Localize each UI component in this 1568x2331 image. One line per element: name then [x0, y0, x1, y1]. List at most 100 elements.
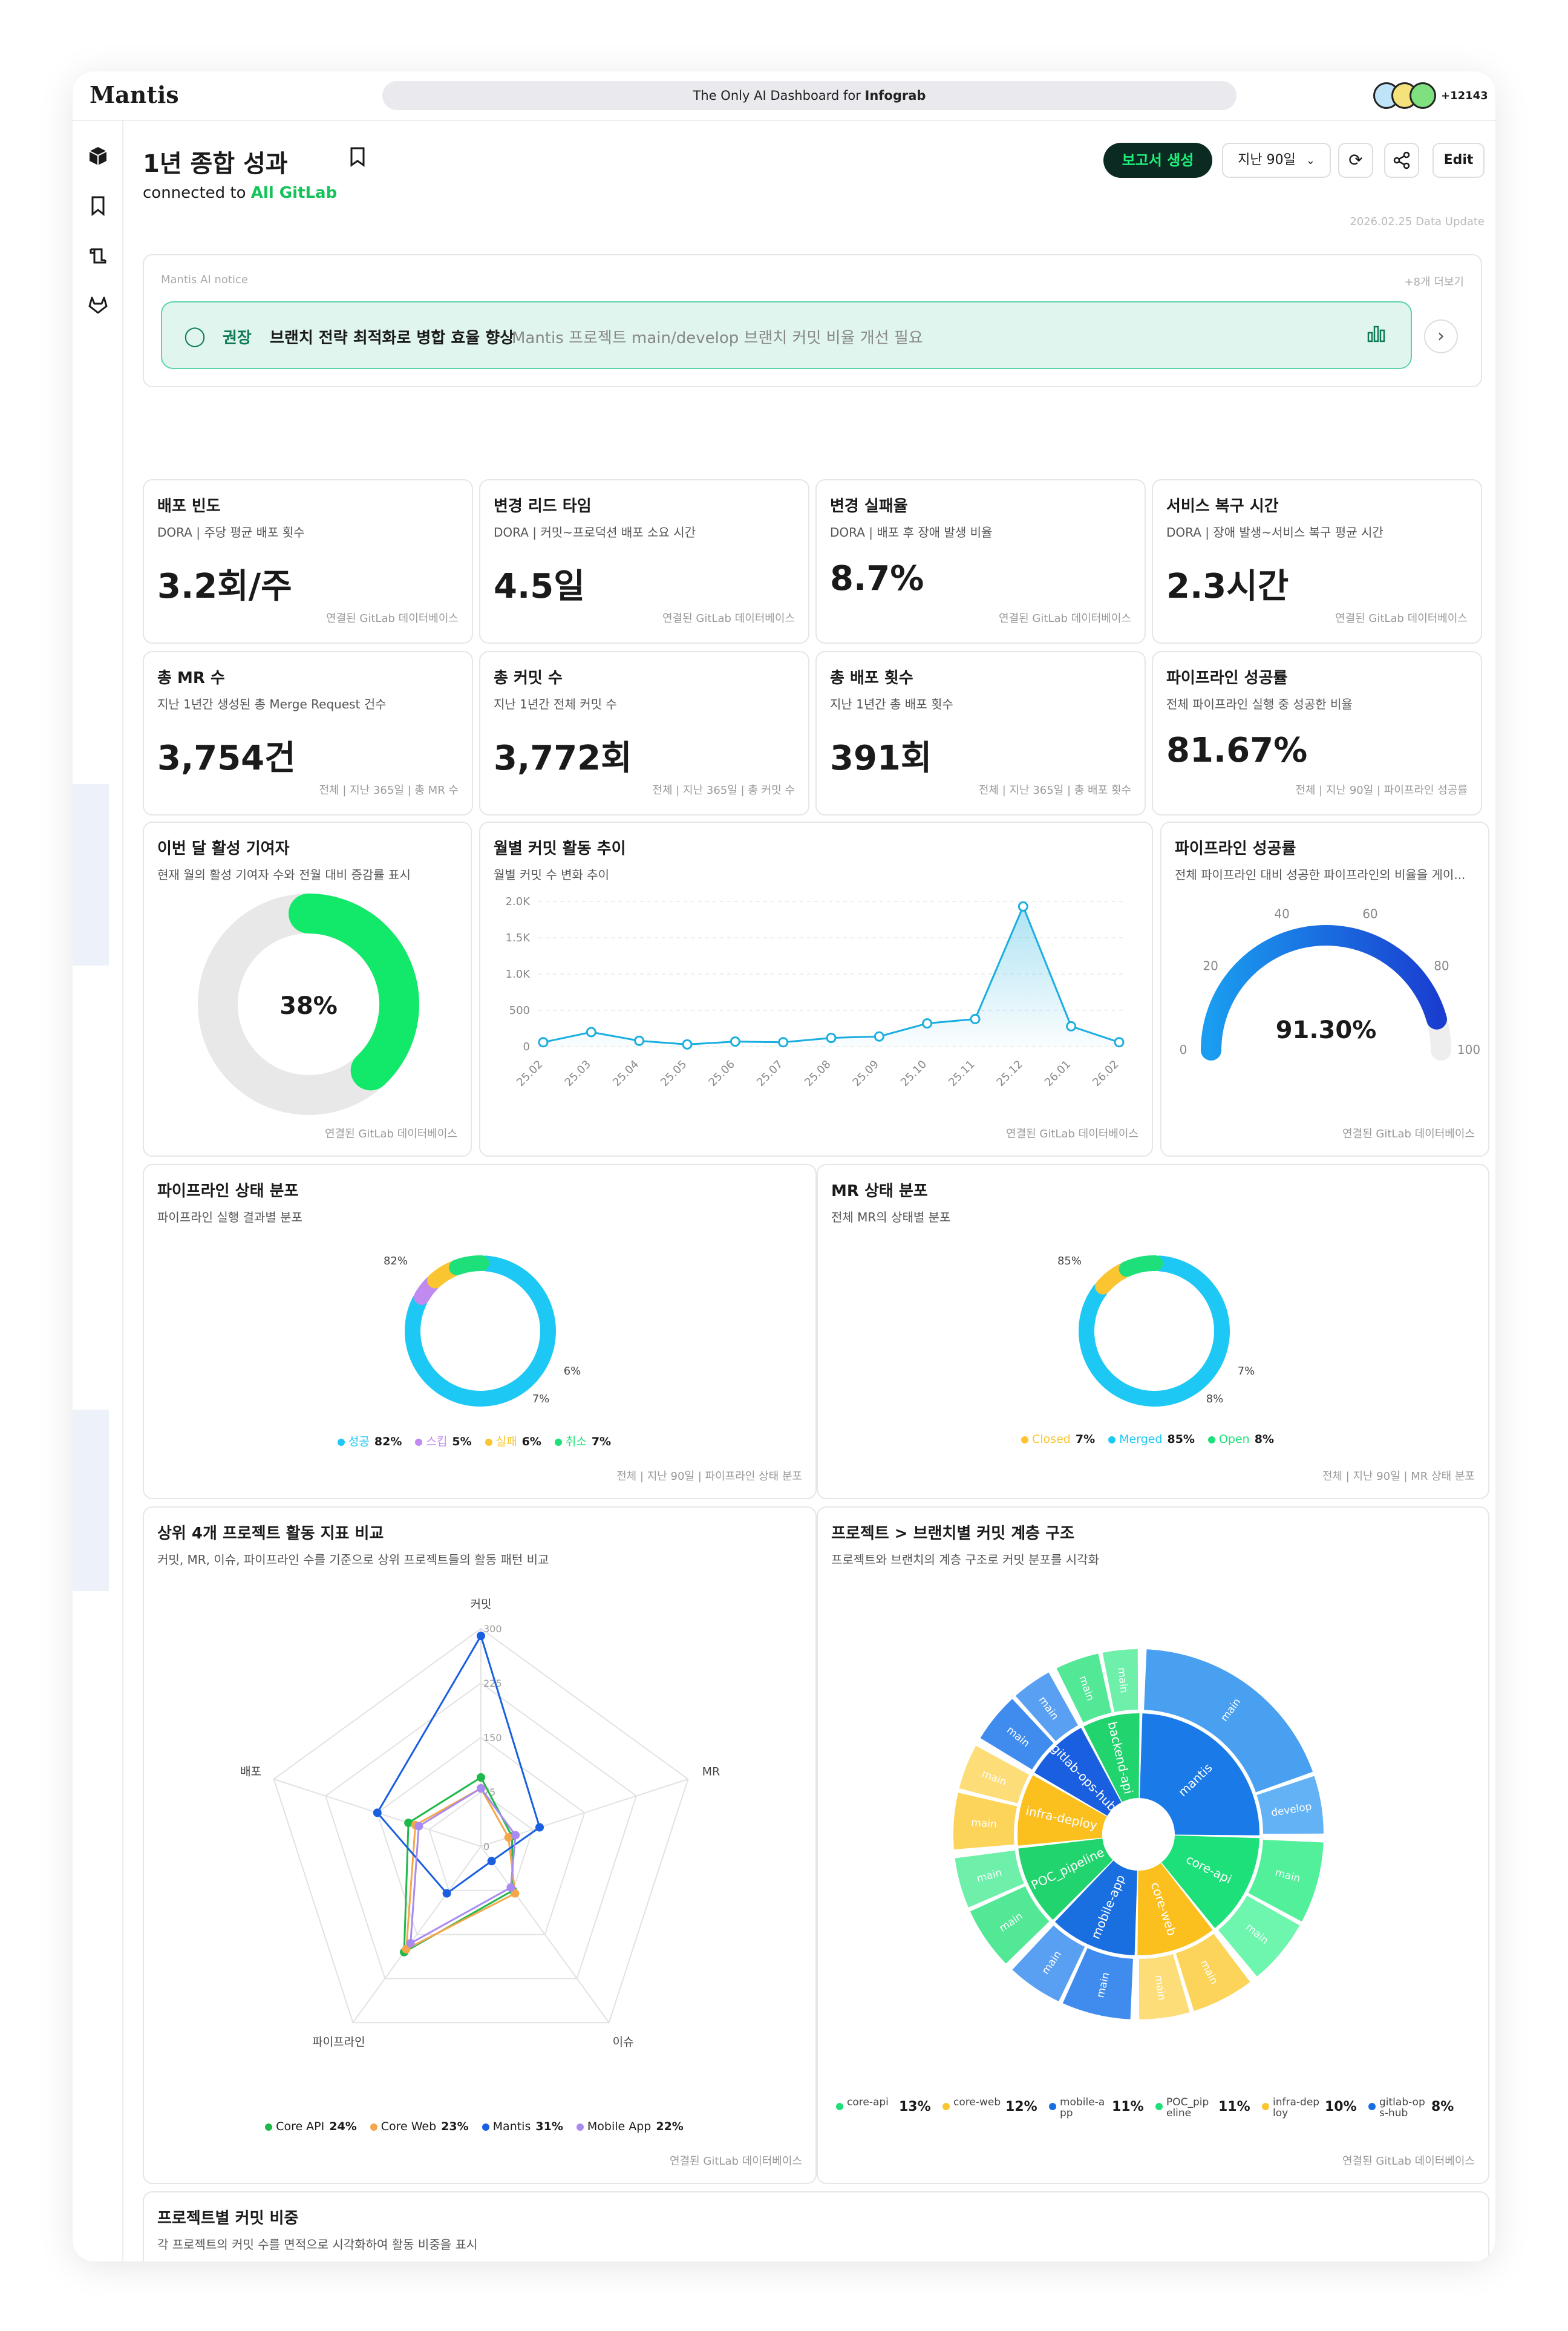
radar-point[interactable] [402, 1944, 411, 1953]
refresh-button[interactable]: ⟳ [1338, 143, 1373, 178]
radar-point[interactable] [504, 1833, 513, 1842]
period-select[interactable]: 지난 90일 ⌄ [1222, 143, 1331, 178]
radar-series[interactable] [403, 1776, 514, 1954]
donut-slice[interactable] [1119, 1255, 1163, 1277]
sunburst-project-segment[interactable] [1139, 1713, 1259, 1836]
legend-item[interactable]: Core Web 23% [370, 2120, 469, 2133]
sunburst-branch-segment[interactable] [1138, 1953, 1190, 2019]
legend-item[interactable]: 스킵 5% [415, 1433, 472, 1449]
data-point[interactable] [1066, 1021, 1077, 1031]
radar-point[interactable] [404, 1819, 413, 1828]
radar-point[interactable] [511, 1831, 520, 1840]
kpi-card[interactable]: 파이프라인 성공률 전체 파이프라인 실행 중 성공한 비율 81.67% 전체 | … [1152, 651, 1482, 816]
sunburst-branch-segment[interactable] [1144, 1649, 1313, 1793]
sunburst-branch-segment[interactable] [970, 1886, 1050, 1964]
radar-series[interactable] [409, 1787, 517, 1945]
scroll-icon[interactable] [87, 244, 109, 266]
data-point[interactable] [970, 1013, 981, 1024]
sunburst-project-segment[interactable] [1137, 1863, 1213, 1955]
generate-report-button[interactable]: 보고서 생성 [1103, 143, 1212, 178]
cube-icon[interactable] [87, 145, 109, 167]
sunburst-branch-segment[interactable] [1218, 1895, 1300, 1976]
donut-slice[interactable] [1079, 1255, 1230, 1407]
avatar[interactable] [1410, 82, 1436, 109]
legend-item[interactable]: Merged 85% [1108, 1433, 1195, 1446]
donut-slice[interactable] [1095, 1263, 1131, 1295]
radar-point[interactable] [511, 1889, 520, 1898]
data-point[interactable] [1018, 901, 1028, 912]
bookmark-icon[interactable] [87, 195, 109, 217]
legend-item[interactable]: Mantis 31% [482, 2120, 563, 2133]
sunburst-branch-segment[interactable] [980, 1699, 1054, 1770]
sunburst-branch-segment[interactable] [953, 1793, 1018, 1849]
sunburst-project-segment[interactable] [1034, 1727, 1122, 1816]
data-point[interactable] [682, 1039, 693, 1050]
radar-series[interactable] [405, 1787, 517, 1951]
radar-point[interactable] [414, 1822, 423, 1831]
legend-item[interactable]: core-api 13% [836, 2088, 940, 2125]
legend-item[interactable]: POC_pipeline 11% [1155, 2088, 1259, 2125]
legend-item[interactable]: Mobile App 22% [576, 2120, 684, 2133]
data-point[interactable] [634, 1035, 645, 1046]
sunburst-project-segment[interactable] [1054, 1860, 1138, 1955]
legend-item[interactable]: infra-deploy 10% [1262, 2088, 1366, 2125]
sunburst-project-segment[interactable] [1083, 1713, 1140, 1802]
data-point[interactable] [826, 1033, 837, 1044]
sunburst-branch-segment[interactable] [1102, 1649, 1138, 1712]
legend-item[interactable]: Open 8% [1207, 1433, 1274, 1446]
legend-item[interactable]: 성공 82% [337, 1433, 402, 1449]
share-button[interactable] [1384, 143, 1419, 178]
sunburst-branch-segment[interactable] [1256, 1776, 1324, 1834]
radar-point[interactable] [406, 1939, 415, 1948]
data-point[interactable] [586, 1027, 596, 1038]
sunburst-branch-segment[interactable] [959, 1745, 1030, 1803]
notice-item[interactable]: ◯ 권장 브랜치 전략 최적화로 병합 효율 향상 Mantis 프로젝트 ma… [161, 301, 1412, 369]
data-point[interactable] [1114, 1037, 1125, 1048]
legend-item[interactable]: 실패 6% [485, 1433, 541, 1449]
sunburst-branch-segment[interactable] [1056, 1653, 1112, 1723]
data-point[interactable] [874, 1031, 884, 1042]
kpi-card[interactable]: 총 MR 수 지난 1년간 생성된 총 Merge Request 건수 3,754… [143, 651, 473, 816]
radar-point[interactable] [506, 1883, 515, 1892]
app-logo[interactable]: Mantis [90, 81, 179, 108]
data-point[interactable] [538, 1037, 549, 1048]
sunburst-branch-segment[interactable] [1248, 1840, 1324, 1922]
legend-item[interactable]: core-web 12% [942, 2088, 1047, 2125]
data-point[interactable] [778, 1037, 789, 1048]
donut-slice[interactable] [405, 1255, 556, 1407]
radar-series[interactable] [376, 1633, 541, 1895]
kpi-card[interactable]: 총 커밋 수 지난 1년간 전체 커밋 수 3,772회 전체 | 지난 365일 |… [479, 651, 809, 816]
kpi-card[interactable]: 총 배포 횟수 지난 1년간 총 배포 횟수 391회 전체 | 지난 365일 | … [815, 651, 1146, 816]
legend-item[interactable]: gitlab-ops-hub 8% [1368, 2088, 1472, 2125]
collaborator-avatars[interactable]: +12143 [1373, 82, 1488, 110]
radar-point[interactable] [487, 1857, 496, 1866]
sunburst-project-segment[interactable] [1161, 1835, 1259, 1929]
radar-point[interactable] [477, 1632, 485, 1640]
notice-next-button[interactable]: › [1424, 319, 1458, 353]
kpi-card[interactable]: 변경 리드 타임 DORA | 커밋~프로덕션 배포 소요 시간 4.5일 연결된 G… [479, 479, 809, 644]
legend-item[interactable]: 취소 7% [554, 1433, 611, 1449]
edit-button[interactable]: Edit [1432, 143, 1485, 178]
kpi-card[interactable]: 배포 빈도 DORA | 주당 평균 배포 횟수 3.2회/주 연결된 GitLab … [143, 479, 473, 644]
radar-point[interactable] [535, 1823, 544, 1832]
gitlab-icon[interactable] [87, 294, 109, 316]
bar-chart-icon[interactable] [1366, 324, 1387, 347]
sunburst-project-segment[interactable] [1018, 1839, 1113, 1920]
sunburst-branch-segment[interactable] [955, 1850, 1024, 1908]
sunburst-branch-segment[interactable] [1062, 1947, 1133, 2019]
kpi-card[interactable]: 서비스 복구 시간 DORA | 장애 발생~서비스 복구 평균 시간 2.3시간 연… [1152, 479, 1482, 644]
bookmark-page-icon[interactable] [348, 146, 367, 172]
data-point[interactable] [922, 1018, 933, 1029]
legend-item[interactable]: Closed 7% [1021, 1433, 1095, 1446]
kpi-card[interactable]: 변경 실패율 DORA | 배포 후 장애 발생 비율 8.7% 연결된 GitLab… [815, 479, 1146, 644]
radar-point[interactable] [477, 1773, 485, 1782]
sunburst-branch-segment[interactable] [1015, 1672, 1079, 1741]
data-point[interactable] [730, 1036, 740, 1047]
notice-more-link[interactable]: +8개 더보기 [1404, 276, 1465, 289]
radar-point[interactable] [373, 1808, 382, 1817]
legend-item[interactable]: Core API 24% [265, 2120, 357, 2133]
radar-point[interactable] [477, 1784, 485, 1793]
connection-source[interactable]: All GitLab [250, 184, 338, 202]
radar-point[interactable] [442, 1889, 451, 1898]
sunburst-project-segment[interactable] [1018, 1775, 1107, 1846]
